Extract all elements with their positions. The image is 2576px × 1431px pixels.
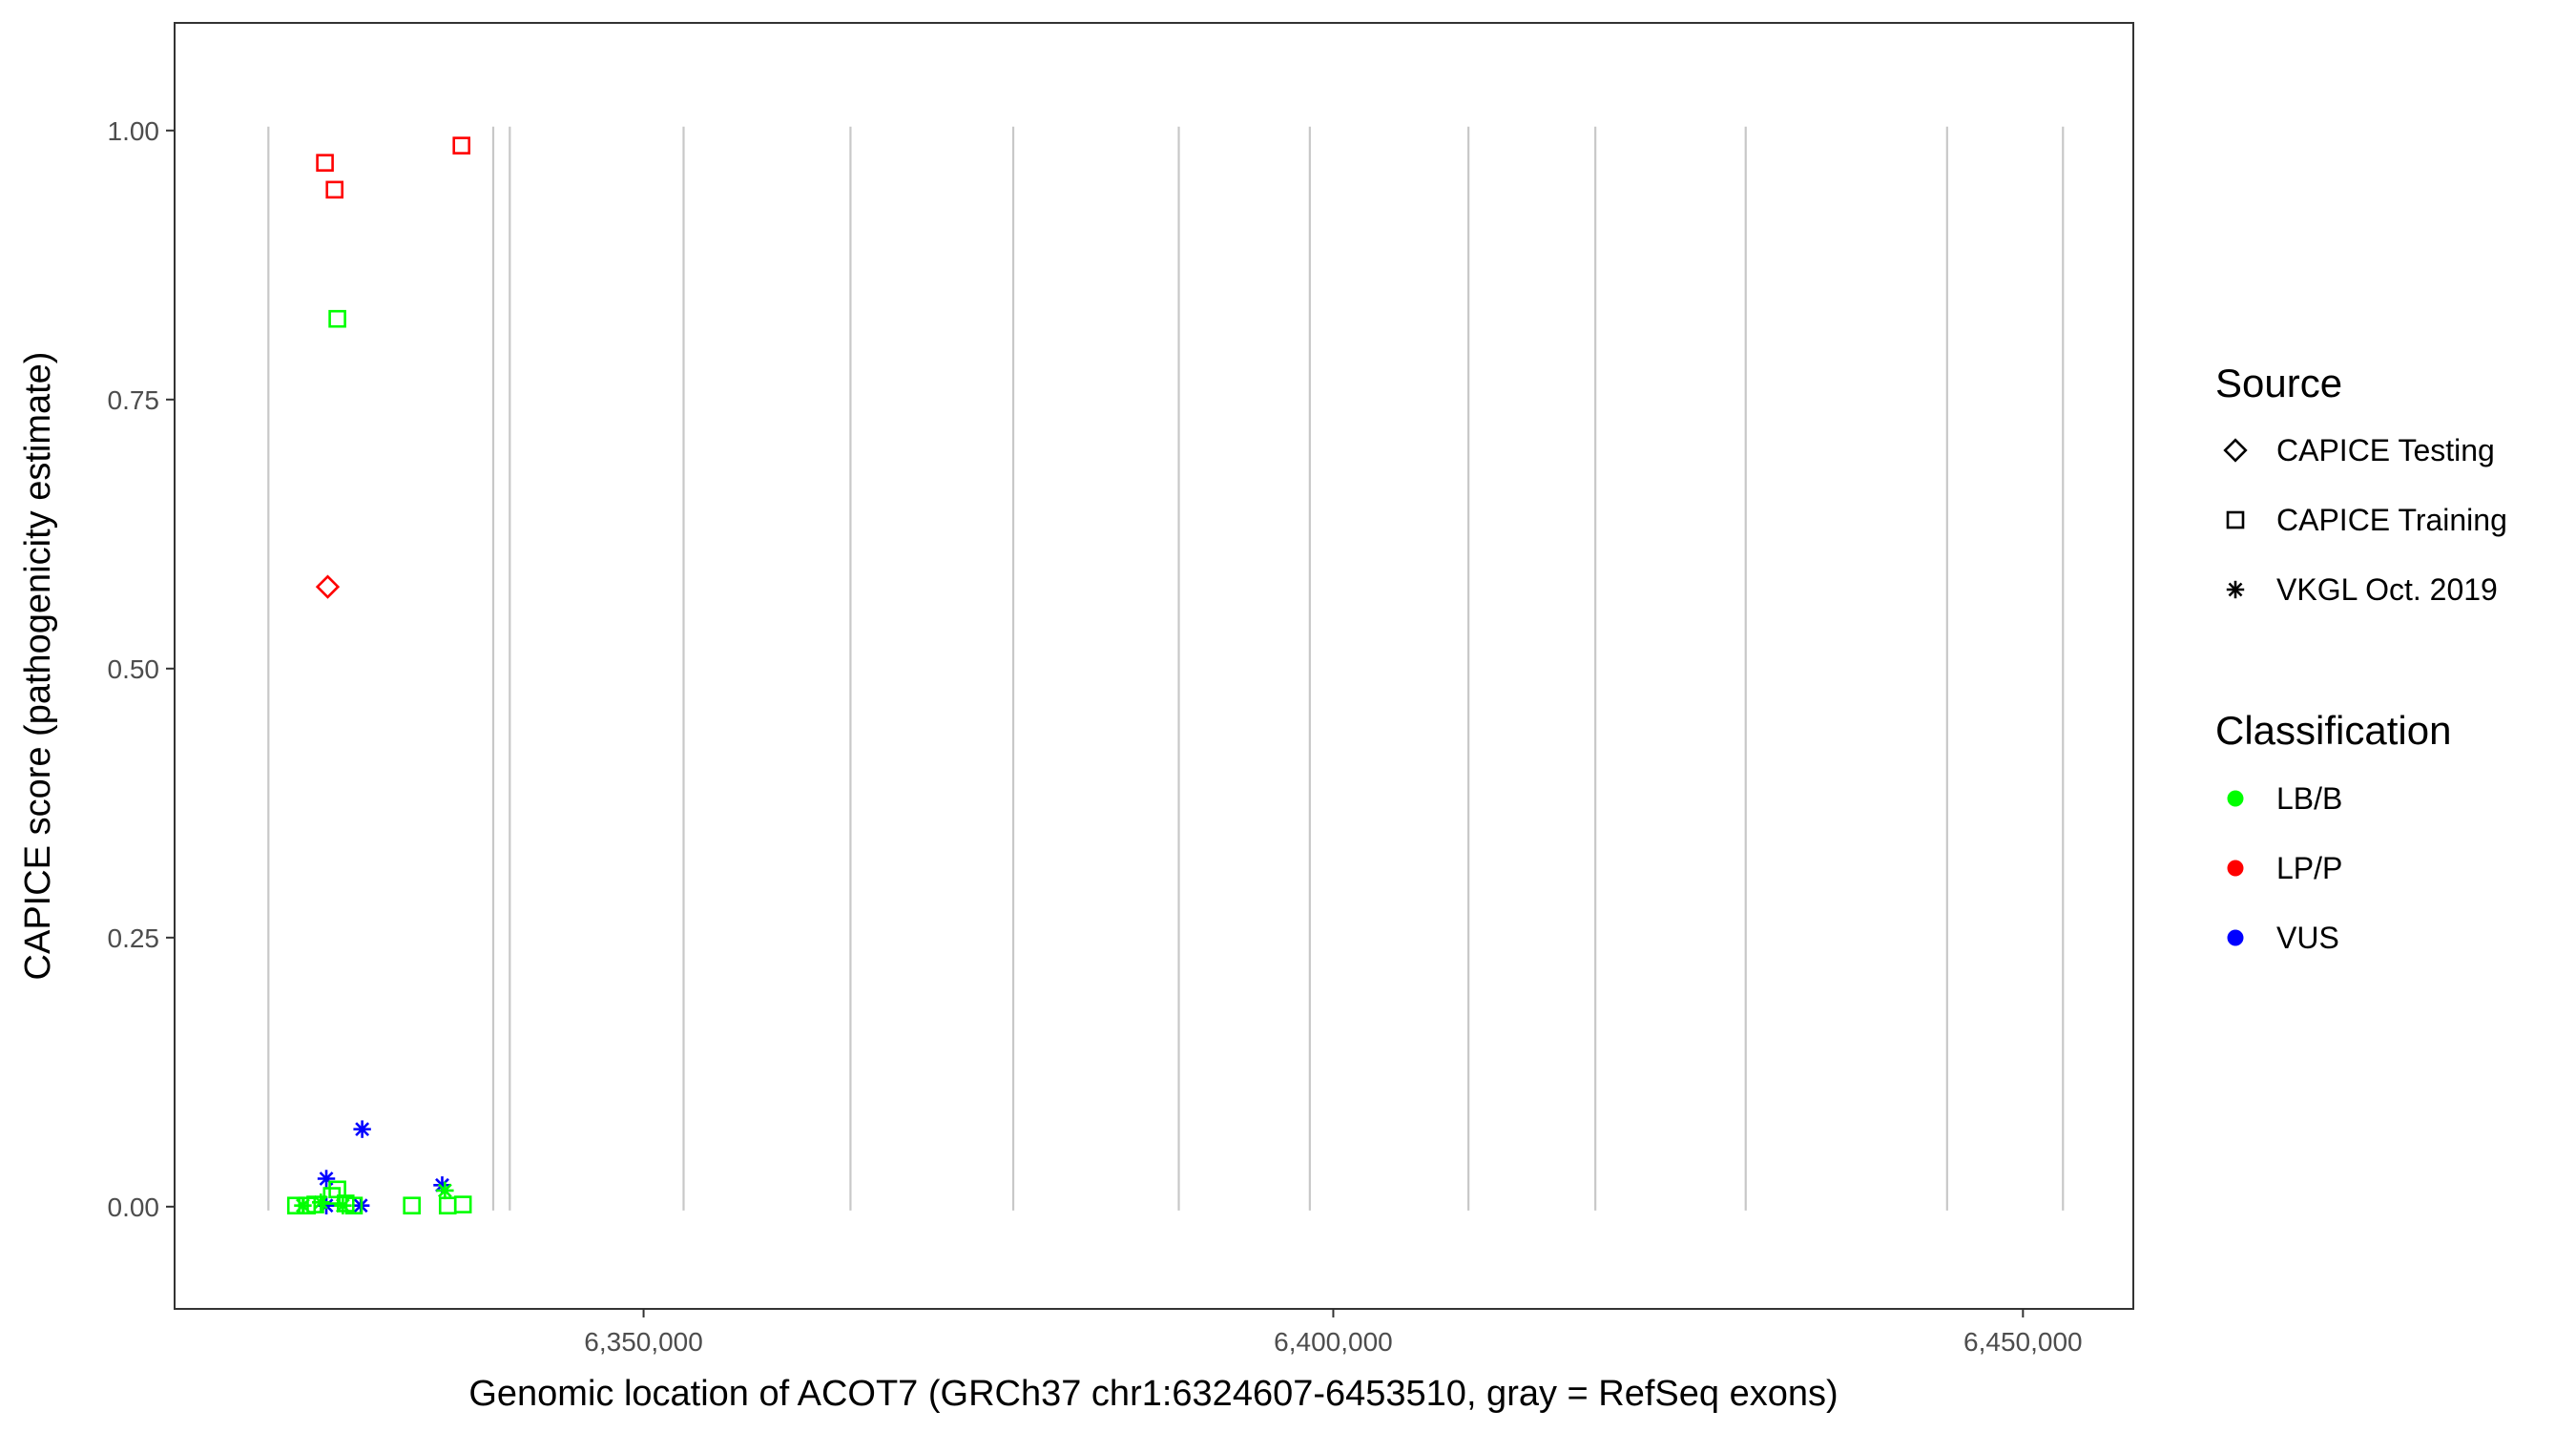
data-points — [286, 136, 472, 1215]
data-point — [328, 309, 346, 328]
data-point — [403, 1196, 421, 1215]
data-point — [334, 1196, 352, 1214]
y-axis: 0.00 0.25 0.50 0.75 1.00 — [108, 116, 175, 1222]
data-point — [317, 1170, 336, 1188]
plot-panel-border — [174, 22, 2134, 1310]
data-point — [312, 1193, 330, 1212]
legend-class-label: LP/P — [2276, 851, 2342, 885]
y-tick-label: 0.25 — [108, 923, 160, 953]
exon-lines — [267, 126, 2065, 1211]
y-axis-title: CAPICE score (pathogenicity estimate) — [18, 352, 58, 981]
data-point — [436, 1181, 454, 1200]
data-point — [353, 1120, 371, 1138]
x-axis: 6,350,000 6,400,000 6,450,000 — [584, 1309, 2083, 1357]
legend-class-key — [2227, 790, 2244, 807]
legend-source-label: CAPICE Testing — [2276, 433, 2495, 467]
legend-class-label: VUS — [2276, 921, 2339, 955]
y-tick-label: 0.50 — [108, 654, 160, 684]
data-point — [325, 180, 344, 199]
data-point — [294, 1196, 312, 1214]
legend-source-label: CAPICE Training — [2276, 503, 2507, 537]
legend-class-key — [2227, 860, 2244, 877]
x-tick-label: 6,450,000 — [1963, 1327, 2083, 1357]
data-point — [438, 1196, 457, 1215]
y-tick-label: 0.75 — [108, 385, 160, 415]
legend-class-key — [2227, 929, 2244, 946]
legend-class-label: LB/B — [2276, 781, 2342, 816]
y-tick-label: 1.00 — [108, 116, 160, 146]
legend-source-label: VKGL Oct. 2019 — [2276, 572, 2498, 607]
legend-source-title: Source — [2215, 361, 2342, 405]
data-point — [315, 574, 341, 599]
data-point — [453, 1195, 472, 1213]
x-tick-label: 6,400,000 — [1274, 1327, 1393, 1357]
legend-classification-title: Classification — [2215, 708, 2451, 753]
y-tick-label: 0.00 — [108, 1192, 160, 1222]
legend-source-key — [2223, 438, 2248, 463]
x-axis-title: Genomic location of ACOT7 (GRCh37 chr1:6… — [468, 1374, 1838, 1414]
legend: Source CAPICE Testing CAPICE Training VKGL… — [2215, 361, 2507, 955]
data-point — [316, 154, 334, 172]
x-tick-label: 6,350,000 — [584, 1327, 703, 1357]
legend-source-key — [2226, 580, 2245, 599]
data-point — [452, 136, 471, 155]
legend-source-key — [2226, 510, 2245, 529]
